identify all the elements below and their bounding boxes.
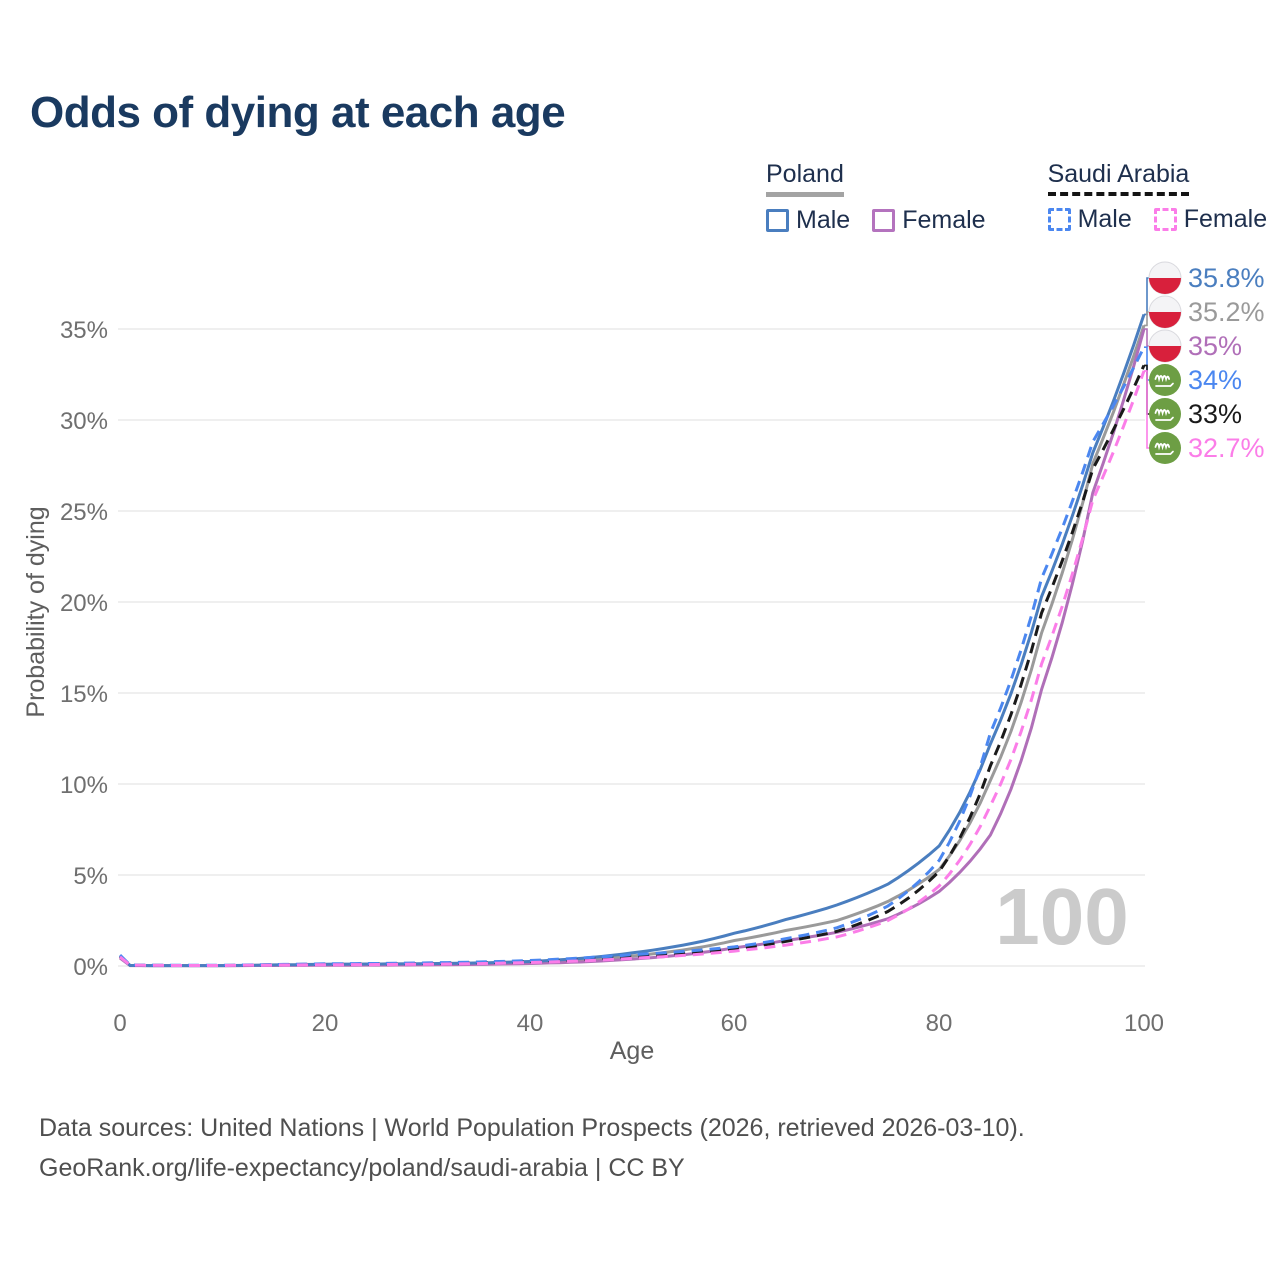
legend-country-poland[interactable]: Poland: [766, 160, 844, 197]
saudi-arabia-flag-icon: [1149, 398, 1181, 430]
label-connector-saudi-arabia-male: [1144, 346, 1150, 381]
legend-swatch-poland-female[interactable]: [872, 209, 896, 232]
legend-swatch-saudi-female[interactable]: [1153, 208, 1177, 231]
data-sources-text: Data sources: United Nations | World Pop…: [39, 1114, 1025, 1142]
poland-flag-icon: [1148, 261, 1182, 295]
end-label-saudi-arabia-both: 33%: [1188, 399, 1242, 429]
x-tick-label: 20: [312, 1010, 339, 1037]
poland-flag-icon: [1148, 295, 1182, 329]
x-tick-label: 60: [721, 1010, 748, 1037]
series-line-poland-both[interactable]: [119, 324, 1146, 968]
poland-flag-icon: [1148, 329, 1182, 363]
series-line-saudi-arabia-male[interactable]: [118, 346, 1146, 967]
chart-footer: Data sources: United Nations | World Pop…: [39, 1108, 1025, 1188]
chart-legend: Poland Male Female Saudi Arabia Male Fem…: [766, 160, 1280, 235]
y-tick-label: 5%: [73, 863, 108, 890]
legend-label-saudi-male[interactable]: Male: [1077, 205, 1132, 233]
legend-label-poland-female[interactable]: Female: [902, 206, 986, 234]
y-tick-label: 20%: [60, 590, 108, 617]
y-tick-label: 15%: [60, 681, 108, 708]
series-line-saudi-arabia-female[interactable]: [119, 370, 1146, 967]
x-tick-label: 0: [113, 1010, 126, 1037]
y-axis-title: Probability of dying: [22, 506, 50, 717]
saudi-arabia-flag-icon: [1149, 364, 1181, 396]
legend-label-saudi-female[interactable]: Female: [1183, 205, 1268, 233]
series-line-poland-female[interactable]: [119, 328, 1146, 968]
line-chart: 0% 5% 10% 15% 20% 25% 30% 35% 0 20 40 60 80 100 Age Pro…: [22, 261, 1265, 1065]
end-label-saudi-arabia-male: 34%: [1188, 365, 1242, 395]
legend-group-saudi-arabia: Saudi Arabia Male Female: [1047, 160, 1280, 235]
end-label-poland-both: 35.2%: [1188, 297, 1265, 327]
legend-swatch-saudi-male[interactable]: [1047, 208, 1071, 231]
x-tick-label: 40: [517, 1010, 544, 1037]
legend-swatch-poland-male[interactable]: [766, 209, 789, 232]
end-label-poland-female: 35%: [1188, 331, 1242, 361]
end-label-saudi-arabia-female: 32.7%: [1188, 433, 1265, 463]
attribution-text: GeoRank.org/life-expectancy/poland/saudi…: [39, 1154, 685, 1182]
legend-label-poland-male[interactable]: Male: [796, 206, 851, 234]
y-tick-label: 25%: [60, 499, 108, 526]
x-axis-title: Age: [610, 1037, 654, 1065]
series-line-poland-male[interactable]: [119, 313, 1146, 968]
saudi-arabia-flag-icon: [1149, 432, 1181, 464]
y-tick-label: 35%: [60, 317, 108, 344]
y-tick-label: 30%: [60, 408, 108, 435]
age-watermark: 100: [995, 872, 1128, 961]
legend-country-saudi-arabia[interactable]: Saudi Arabia: [1047, 160, 1190, 196]
x-tick-label: 100: [1124, 1010, 1164, 1037]
x-tick-label: 80: [926, 1010, 953, 1037]
y-tick-label: 0%: [73, 954, 108, 981]
y-tick-label: 10%: [60, 772, 108, 799]
legend-group-poland: Poland Male Female: [766, 160, 1008, 235]
end-label-poland-male: 35.8%: [1188, 263, 1265, 293]
label-connector-saudi-arabia-female: [1144, 370, 1150, 449]
page-title: Odds of dying at each age: [30, 88, 566, 137]
